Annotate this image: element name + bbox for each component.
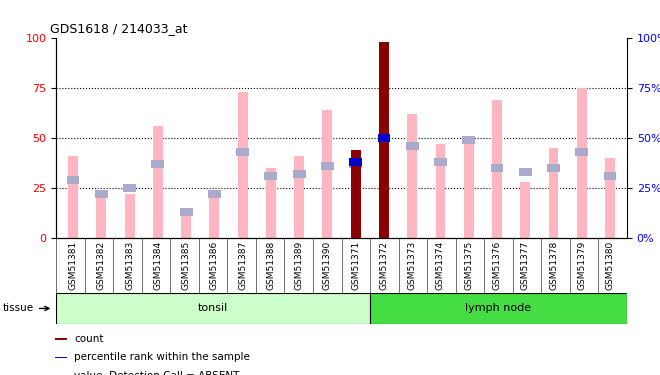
Bar bbox=[350, 150, 360, 238]
Bar bbox=[349, 158, 362, 166]
Bar bbox=[464, 136, 474, 238]
Bar bbox=[350, 150, 360, 238]
Bar bbox=[125, 194, 135, 238]
Bar bbox=[378, 134, 390, 142]
Bar bbox=[605, 158, 615, 238]
Text: value, Detection Call = ABSENT: value, Detection Call = ABSENT bbox=[74, 370, 240, 375]
Bar bbox=[520, 182, 530, 238]
Bar bbox=[238, 92, 248, 238]
Bar bbox=[266, 168, 276, 238]
Bar bbox=[519, 168, 532, 176]
Bar bbox=[492, 100, 502, 238]
Bar bbox=[434, 158, 447, 166]
Bar bbox=[294, 156, 304, 238]
Bar bbox=[547, 164, 560, 172]
Text: tonsil: tonsil bbox=[198, 303, 228, 313]
Text: percentile rank within the sample: percentile rank within the sample bbox=[74, 352, 250, 362]
Bar bbox=[236, 148, 249, 156]
Bar bbox=[123, 184, 136, 192]
Bar bbox=[55, 357, 67, 358]
Bar bbox=[153, 126, 163, 238]
Bar bbox=[490, 164, 504, 172]
Bar bbox=[208, 190, 221, 198]
Bar bbox=[379, 42, 389, 238]
Bar bbox=[180, 208, 193, 216]
Bar bbox=[68, 156, 78, 238]
Bar bbox=[265, 172, 277, 180]
Text: GDS1618 / 214033_at: GDS1618 / 214033_at bbox=[50, 22, 188, 35]
Bar bbox=[349, 160, 362, 168]
Bar bbox=[209, 192, 219, 238]
Bar bbox=[181, 214, 191, 238]
Bar bbox=[151, 160, 164, 168]
Bar bbox=[604, 172, 616, 180]
Bar bbox=[407, 114, 417, 238]
Bar bbox=[436, 144, 446, 238]
Bar bbox=[96, 194, 106, 238]
Bar bbox=[323, 110, 333, 238]
Bar bbox=[56, 292, 370, 324]
Bar bbox=[370, 292, 627, 324]
Bar bbox=[293, 170, 306, 178]
Bar bbox=[95, 190, 108, 198]
Bar bbox=[321, 162, 334, 170]
Text: tissue: tissue bbox=[3, 303, 49, 313]
Bar bbox=[548, 148, 558, 238]
Text: lymph node: lymph node bbox=[465, 303, 531, 313]
Bar bbox=[462, 136, 475, 144]
Bar bbox=[576, 148, 588, 156]
Bar bbox=[55, 339, 67, 340]
Text: count: count bbox=[74, 334, 104, 344]
Bar bbox=[577, 88, 587, 238]
Bar bbox=[406, 142, 418, 150]
Bar bbox=[67, 176, 79, 184]
